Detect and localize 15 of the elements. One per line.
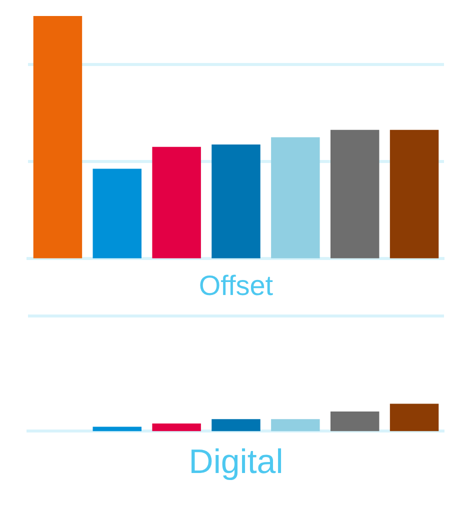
x-axis-title: Offset [198,270,274,301]
bar [33,16,82,258]
bar [271,419,320,432]
bar [152,146,201,258]
bar [92,168,142,258]
x-axis-title: Digital [188,442,284,481]
bar [271,137,320,258]
bar [212,419,260,432]
bar [330,130,380,258]
bar [152,424,201,432]
bar [92,426,142,432]
bar [212,144,260,258]
bar [390,130,439,258]
bar [330,411,380,432]
bar [390,404,439,432]
